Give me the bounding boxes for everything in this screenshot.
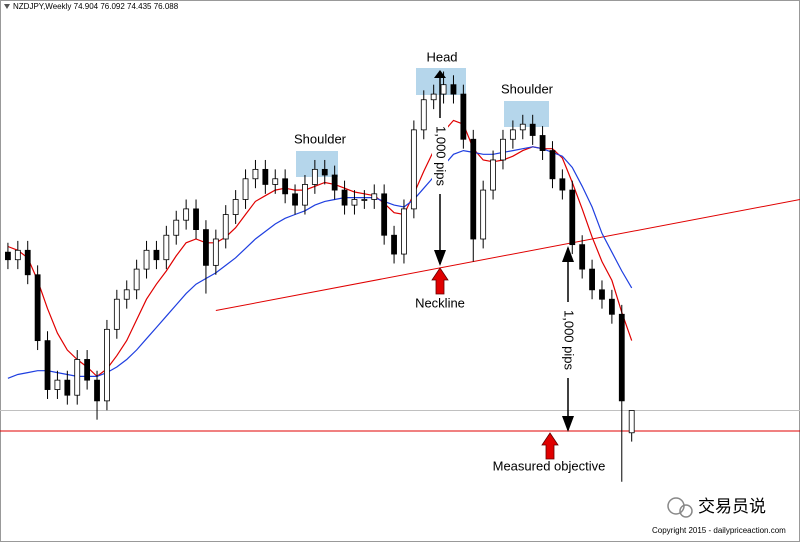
candle-body (113, 298, 120, 330)
up-arrow (431, 267, 449, 295)
objective-label: Measured objective (493, 458, 606, 473)
candle-body (321, 168, 328, 176)
watermark-icon (679, 504, 693, 518)
candle-body (64, 379, 71, 396)
annotations: 1,000 pips 1,000 pips Head Shoulder Shou… (294, 49, 605, 473)
low: 74.435 (127, 2, 152, 11)
candle-body (401, 208, 407, 255)
candle-body (509, 129, 516, 140)
candle-body (618, 313, 625, 402)
arrow-head (434, 250, 446, 266)
candle-body (440, 84, 447, 95)
watermark-text: 交易员说 (698, 497, 766, 517)
arrow-head (562, 416, 574, 432)
candle-body (24, 249, 31, 276)
open: 74.904 (74, 2, 99, 11)
candle-body (569, 189, 576, 246)
candle-body (391, 234, 397, 255)
candle-body (311, 168, 318, 185)
candle-body (371, 193, 378, 200)
candle-body (133, 268, 140, 291)
candle-body (331, 174, 338, 191)
copyright: Copyright 2015 - dailypriceaction.com (652, 526, 786, 535)
measure-label: 1,000 pips (562, 310, 577, 370)
candle-body (252, 168, 259, 180)
candle-body (14, 249, 21, 261)
moving-average (7, 146, 633, 379)
candle-body (123, 289, 130, 300)
candle-body (529, 123, 536, 136)
plot (0, 71, 800, 482)
candle-body (351, 199, 358, 206)
candle-body (302, 184, 308, 206)
high: 76.092 (100, 2, 125, 11)
candle-body (420, 99, 427, 131)
candle-body (193, 208, 199, 230)
candle-body (490, 159, 496, 191)
candle-body (104, 328, 110, 402)
candle-body (292, 193, 298, 206)
candle-body (203, 229, 209, 266)
candle-body (381, 193, 388, 236)
label-bg (432, 118, 448, 194)
candle-body (84, 359, 91, 381)
candle-body (589, 268, 595, 291)
candle-body (608, 298, 615, 315)
shoulder-box (504, 101, 549, 127)
candle-body (153, 249, 160, 261)
header: NZDJPY,Weekly 74.904 76.092 74.435 76.08… (13, 2, 179, 11)
candle-body (460, 93, 467, 140)
label-bg (560, 302, 576, 378)
candle-body (599, 289, 605, 300)
candle-body (519, 123, 526, 131)
candle-body (628, 410, 635, 434)
candle-body (94, 379, 100, 402)
neckline (215, 198, 800, 312)
candle-body (242, 178, 249, 200)
candle-body (232, 199, 239, 215)
header-icon (4, 4, 10, 9)
head-label: Head (426, 49, 457, 64)
close: 76.088 (154, 2, 179, 11)
candle-body (282, 178, 289, 195)
candle-body (163, 234, 170, 261)
neckline-label: Neckline (415, 295, 465, 310)
candle-body (539, 135, 546, 151)
measure-label: 1,000 pips (434, 126, 449, 186)
candle-body (430, 93, 437, 101)
arrow-head (434, 70, 446, 78)
candle-body (212, 238, 219, 266)
candle-body (480, 189, 487, 240)
header: NZDJPY,Weekly 74.904 76.092 74.435 76.08… (4, 2, 179, 11)
candle-body (272, 178, 279, 185)
watermark: 交易员说 Copyright 2015 - dailypriceaction.c… (652, 497, 786, 535)
candle-body (262, 168, 269, 185)
candle-body (34, 274, 41, 342)
up-arrow (541, 432, 559, 460)
candle-body (579, 244, 586, 270)
candle-body (410, 129, 417, 210)
symbol: NZDJPY,Weekly (13, 2, 71, 11)
candle-body (143, 249, 150, 270)
candle-body (500, 138, 506, 161)
candle-body (54, 379, 61, 390)
shoulder-label: Shoulder (501, 81, 554, 96)
moving-average (7, 119, 633, 378)
candle-body (222, 214, 229, 240)
candle-body (183, 208, 190, 221)
candle-body (44, 340, 51, 390)
candle-body (361, 199, 368, 201)
candle-body (450, 84, 457, 95)
candle-body (173, 219, 180, 236)
candle-body (559, 178, 566, 191)
shoulder-label: Shoulder (294, 131, 347, 146)
candle-body (549, 150, 556, 180)
arrow-head (562, 246, 574, 262)
candle-body (74, 359, 81, 396)
candle-body (341, 189, 348, 206)
candle-body (5, 251, 11, 261)
candle-body (470, 138, 477, 240)
